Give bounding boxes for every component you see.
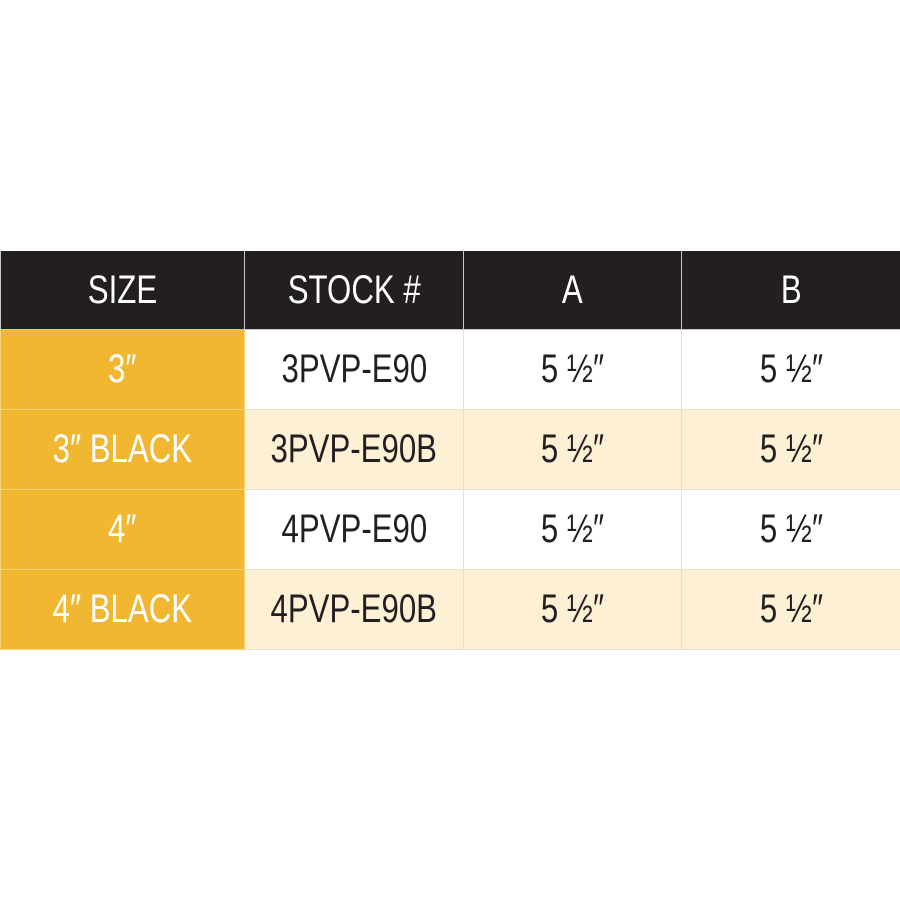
cell-dimension-b: 5 ½″ bbox=[681, 569, 900, 650]
cell-stock-number: 4PVP-E90B bbox=[244, 569, 464, 650]
table-row: 4″ 4PVP-E90 5 ½″ 5 ½″ bbox=[0, 489, 900, 570]
header-stock: STOCK # bbox=[244, 251, 464, 330]
cell-size: 3″ bbox=[0, 329, 245, 410]
cell-size: 4″ BLACK bbox=[0, 569, 245, 650]
table-row: 3″ BLACK 3PVP-E90B 5 ½″ 5 ½″ bbox=[0, 409, 900, 490]
spec-table: SIZE STOCK # A B 3″ 3PVP-E90 5 ½″ 5 ½″ 3″ BL… bbox=[0, 251, 900, 650]
header-size: SIZE bbox=[0, 251, 245, 330]
cell-dimension-b: 5 ½″ bbox=[681, 329, 900, 410]
header-b: B bbox=[681, 251, 900, 330]
cell-size: 4″ bbox=[0, 489, 245, 570]
cell-dimension-a: 5 ½″ bbox=[463, 489, 682, 570]
cell-dimension-a: 5 ½″ bbox=[463, 409, 682, 490]
table-row: 4″ BLACK 4PVP-E90B 5 ½″ 5 ½″ bbox=[0, 569, 900, 650]
cell-dimension-b: 5 ½″ bbox=[681, 489, 900, 570]
table-row: 3″ 3PVP-E90 5 ½″ 5 ½″ bbox=[0, 329, 900, 410]
cell-dimension-b: 5 ½″ bbox=[681, 409, 900, 490]
header-row: SIZE STOCK # A B bbox=[0, 251, 900, 330]
header-a: A bbox=[463, 251, 682, 330]
cell-stock-number: 3PVP-E90B bbox=[244, 409, 464, 490]
cell-size: 3″ BLACK bbox=[0, 409, 245, 490]
cell-dimension-a: 5 ½″ bbox=[463, 329, 682, 410]
cell-stock-number: 3PVP-E90 bbox=[244, 329, 464, 410]
cell-dimension-a: 5 ½″ bbox=[463, 569, 682, 650]
cell-stock-number: 4PVP-E90 bbox=[244, 489, 464, 570]
